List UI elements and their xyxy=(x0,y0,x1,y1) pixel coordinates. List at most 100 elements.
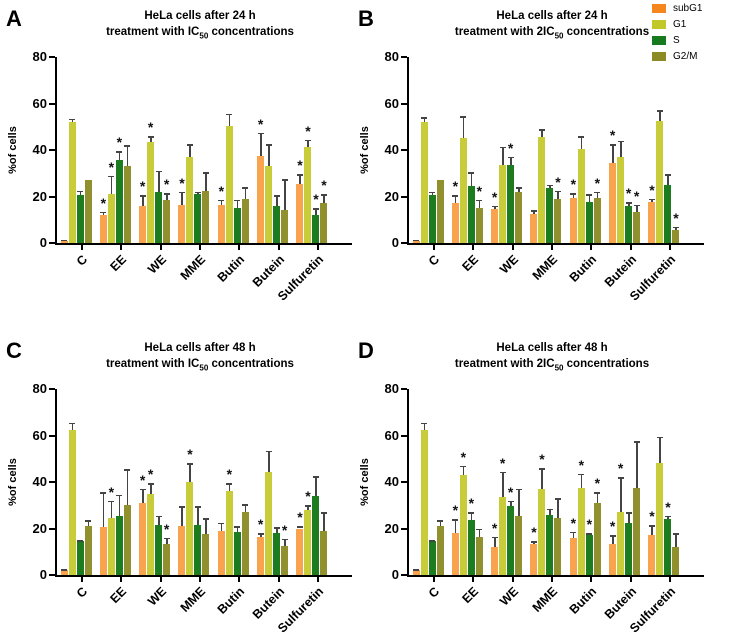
y-tick-80 xyxy=(401,56,407,58)
y-tick-label-40: 40 xyxy=(384,474,399,489)
error-cap-g2-m-butein xyxy=(281,538,288,541)
error-bar-g1-c xyxy=(423,117,425,123)
error-cap-s-sulfuretin xyxy=(664,515,671,518)
bar-g1-mme xyxy=(538,137,546,243)
error-cap-subg1-butin xyxy=(570,193,577,195)
sig-star-subg1-butin: * xyxy=(218,182,225,199)
sig-star-s-sulfuretin: * xyxy=(665,498,671,515)
error-bar-g1-butein xyxy=(268,450,270,472)
error-cap-subg1-butein xyxy=(257,132,264,135)
error-bar-g1-sulfuretin xyxy=(659,110,661,121)
bar-g2-m-we xyxy=(163,543,171,575)
bar-g1-ee xyxy=(107,518,115,575)
error-cap-subg1-butin xyxy=(570,531,577,534)
bar-g2-m-butin xyxy=(241,512,249,575)
title-ic-prefix: treatment with 2IC xyxy=(454,358,555,370)
panel-a: A HeLa cells after 24 h treatment with I… xyxy=(0,0,352,332)
error-cap-g1-c xyxy=(69,422,75,425)
error-cap-g1-sulfuretin xyxy=(656,436,663,439)
bar-g1-butin xyxy=(225,125,233,243)
bar-g1-butin xyxy=(577,487,585,575)
error-bar-s-butein xyxy=(628,202,630,206)
bar-subg1-butein xyxy=(257,536,265,575)
bar-g2-m-c xyxy=(436,526,444,575)
bar-g2-m-mme xyxy=(554,518,562,575)
x-axis-line xyxy=(407,243,704,245)
y-tick-label-0: 0 xyxy=(391,567,399,582)
error-bar-subg1-mme xyxy=(181,191,183,205)
sig-star-g1-sulfuretin: * xyxy=(305,488,311,505)
chart-title-d: HeLa cells after 48 h treatment with 2IC… xyxy=(409,340,695,376)
y-tick-label-80: 80 xyxy=(384,49,399,64)
x-tick-mme xyxy=(198,577,201,582)
error-bar-g2-m-mme xyxy=(205,172,207,191)
error-bar-g2-m-butin xyxy=(244,187,247,199)
error-cap-g1-sulfuretin xyxy=(656,110,663,112)
sig-star-subg1-we: * xyxy=(491,519,498,536)
bar-g1-we xyxy=(147,141,155,243)
bar-g2-m-c xyxy=(84,180,92,243)
error-bar-subg1-butin xyxy=(220,522,223,531)
sig-star-subg1-mme: * xyxy=(531,524,537,541)
sig-star-subg1-sulfuretin: * xyxy=(297,509,303,526)
error-bar-g1-butein xyxy=(620,477,622,513)
y-tick-20 xyxy=(49,527,55,530)
x-tick-butein xyxy=(277,245,280,250)
bar-s-mme xyxy=(546,188,554,243)
y-tick-label-40: 40 xyxy=(32,474,47,489)
error-cap-s-c xyxy=(77,190,83,193)
x-tick-ee xyxy=(120,577,123,582)
x-tick-c xyxy=(433,577,435,582)
y-tick-label-60: 60 xyxy=(384,95,399,111)
error-bar-g2-m-sulfuretin xyxy=(323,512,325,531)
error-bar-subg1-sulfuretin xyxy=(299,174,301,184)
error-bar-s-sulfuretin xyxy=(667,174,669,185)
panel-letter-a: A xyxy=(6,6,22,31)
error-cap-g1-butein xyxy=(617,140,624,143)
x-tick-mme xyxy=(198,245,201,250)
error-cap-subg1-we xyxy=(491,536,498,539)
bar-subg1-butein xyxy=(609,543,617,575)
error-cap-g2-m-butein xyxy=(281,179,288,181)
sig-star-s-ee: * xyxy=(116,134,123,151)
bar-g1-ee xyxy=(107,194,115,243)
error-bar-g1-sulfuretin xyxy=(659,436,661,464)
sig-star-g1-mme: * xyxy=(187,446,193,463)
error-cap-g2-m-ee xyxy=(476,199,483,202)
error-bar-g1-sulfuretin xyxy=(307,139,309,147)
x-tick-we xyxy=(511,245,514,250)
error-cap-s-mme xyxy=(194,506,201,508)
bar-g2-m-sulfuretin xyxy=(672,230,680,243)
sig-star-subg1-butein: * xyxy=(609,518,616,535)
x-tick-we xyxy=(159,577,162,582)
bar-g1-c xyxy=(68,122,76,243)
bar-s-butein xyxy=(625,205,633,243)
x-tick-we xyxy=(511,577,514,582)
bar-s-butin xyxy=(585,535,593,575)
y-tick-0 xyxy=(401,242,407,244)
legend-swatch-s xyxy=(652,36,666,45)
bar-g2-m-sulfuretin xyxy=(320,203,328,243)
error-cap-s-butein xyxy=(625,202,632,204)
y-tick-80 xyxy=(401,388,407,390)
error-cap-s-sulfuretin xyxy=(664,174,671,176)
error-cap-subg1-c xyxy=(413,569,419,571)
sig-star-s-ee: * xyxy=(468,495,475,512)
bar-g2-m-c xyxy=(84,526,92,575)
error-bar-subg1-we xyxy=(494,536,496,548)
error-bar-g1-butin xyxy=(580,473,583,488)
bar-s-we xyxy=(155,525,163,575)
error-cap-g1-we xyxy=(147,483,154,485)
y-axis-line xyxy=(407,57,409,245)
plot-area-c: 0 20 40 60 80 C EE WE MME Butin Butein Sulfuretin * *… xyxy=(33,381,352,635)
error-bar-g1-c xyxy=(71,118,73,123)
chart-title-line2: treatment with 2IC50 concentrations xyxy=(409,356,695,376)
sig-star-g1-ee: * xyxy=(108,158,115,175)
bar-subg1-sulfuretin xyxy=(296,183,304,243)
error-cap-s-butin xyxy=(586,533,593,535)
bar-g1-sulfuretin xyxy=(304,509,312,575)
bar-g2-m-butein xyxy=(281,210,289,243)
chart-title-line1: HeLa cells after 24 h xyxy=(144,10,256,22)
bar-s-we xyxy=(507,506,515,575)
error-cap-g1-mme xyxy=(186,144,193,146)
